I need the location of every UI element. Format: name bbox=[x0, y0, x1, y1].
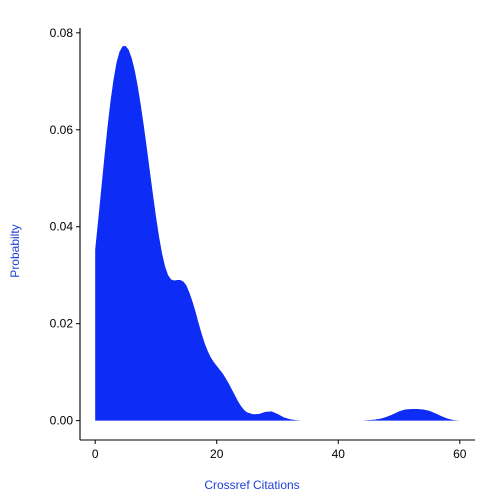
x-tick-label: 60 bbox=[453, 447, 467, 461]
density-area-0 bbox=[95, 46, 460, 421]
x-axis-title: Crossref Citations bbox=[204, 478, 299, 492]
y-axis-title: Probabilty bbox=[8, 224, 22, 277]
y-tick-label: 0.08 bbox=[50, 26, 74, 40]
y-tick-label: 0.06 bbox=[50, 123, 74, 137]
plot-area bbox=[95, 46, 460, 421]
x-tick-label: 0 bbox=[92, 447, 99, 461]
y-tick-label: 0.02 bbox=[50, 317, 74, 331]
y-tick-label: 0.00 bbox=[50, 414, 74, 428]
x-tick-label: 20 bbox=[210, 447, 224, 461]
y-tick-label: 0.04 bbox=[50, 220, 74, 234]
x-tick-label: 40 bbox=[332, 447, 346, 461]
